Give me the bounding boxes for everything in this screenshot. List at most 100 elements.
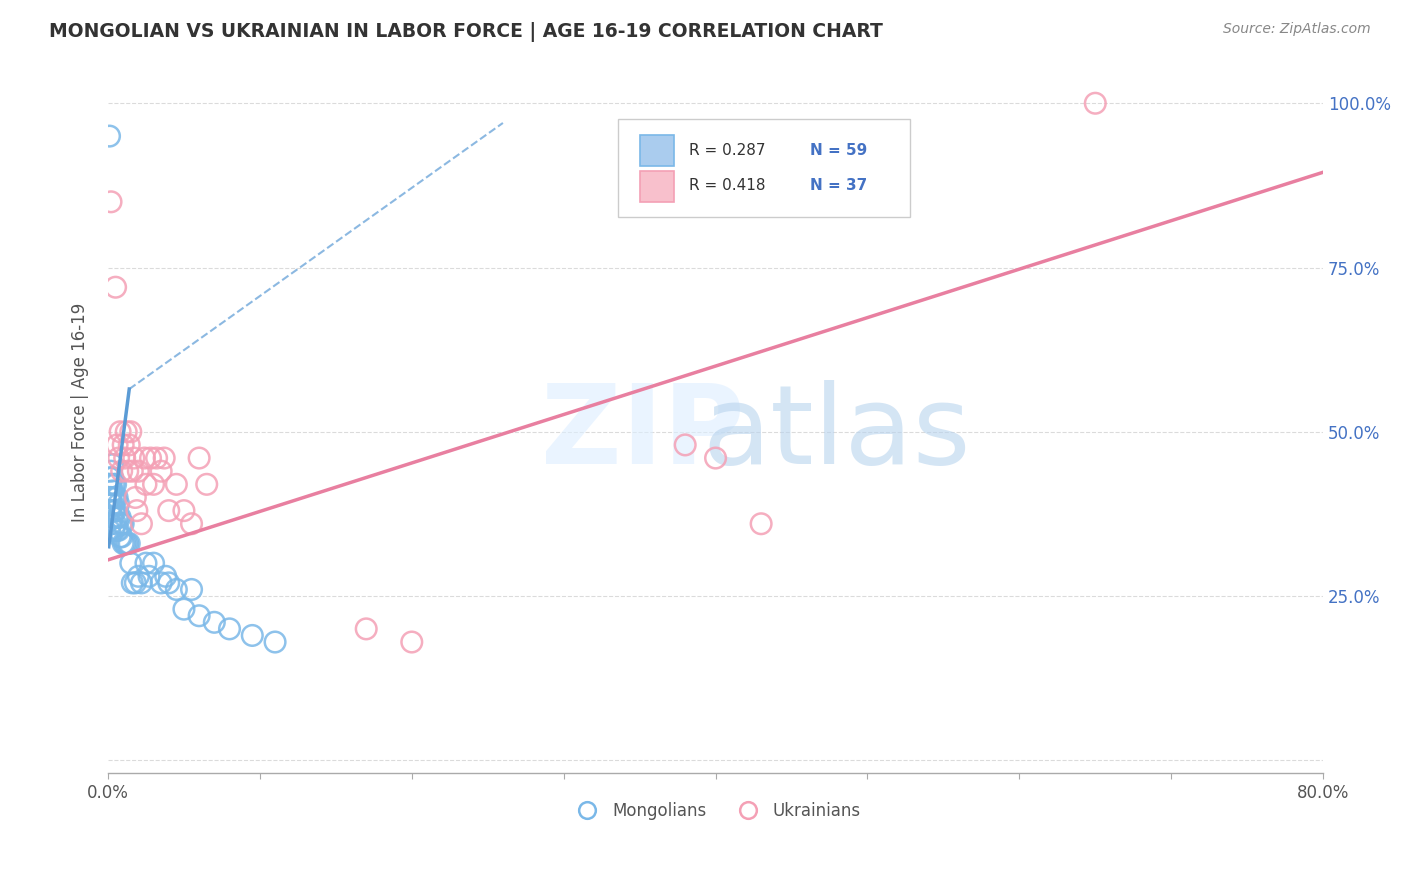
Point (120, 425, 142, 439)
Point (108, 530, 131, 544)
Point (101, 483, 124, 498)
Point (104, 491, 127, 505)
Point (127, 464, 149, 478)
Point (139, 451, 162, 466)
Point (165, 582, 187, 597)
Point (124, 491, 146, 505)
Point (98, 491, 121, 505)
Point (100, 491, 122, 505)
Text: R = 0.287: R = 0.287 (689, 143, 765, 158)
Point (104, 516, 127, 531)
Point (103, 477, 125, 491)
Point (173, 503, 195, 517)
Point (112, 536, 135, 550)
Point (112, 516, 135, 531)
Point (112, 438, 135, 452)
Point (98, 471, 121, 485)
Point (108, 425, 131, 439)
Point (157, 575, 180, 590)
Point (155, 569, 177, 583)
Point (118, 536, 141, 550)
Point (401, 635, 423, 649)
Point (122, 451, 145, 466)
Point (98, 524, 121, 538)
Text: N = 37: N = 37 (810, 178, 868, 194)
Point (121, 464, 143, 478)
Point (195, 477, 218, 491)
Point (131, 516, 153, 531)
Point (153, 451, 176, 466)
Point (104, 503, 127, 517)
Point (142, 556, 165, 570)
Point (118, 438, 141, 452)
Point (100, 477, 122, 491)
Point (111, 530, 134, 544)
Point (673, 438, 696, 452)
Point (103, 503, 125, 517)
Point (180, 582, 202, 597)
Point (180, 516, 202, 531)
Point (114, 536, 136, 550)
Point (100, 516, 122, 531)
Point (107, 497, 129, 511)
Point (105, 524, 128, 538)
Point (101, 497, 124, 511)
Point (105, 438, 128, 452)
Point (165, 477, 187, 491)
Point (100, 464, 122, 478)
Point (101, 510, 124, 524)
Point (135, 556, 157, 570)
Point (145, 451, 167, 466)
Point (131, 575, 153, 590)
Point (202, 615, 225, 630)
Point (111, 516, 134, 531)
Point (103, 524, 125, 538)
Point (150, 464, 173, 478)
Point (98, 503, 121, 517)
Point (240, 628, 263, 642)
Point (115, 536, 138, 550)
Point (101, 471, 124, 485)
Point (150, 575, 173, 590)
Point (188, 451, 211, 466)
Point (188, 608, 211, 623)
FancyBboxPatch shape (619, 120, 910, 217)
Point (100, 194, 122, 209)
Point (107, 451, 129, 466)
Point (103, 491, 125, 505)
Text: R = 0.418: R = 0.418 (689, 178, 765, 194)
Point (98, 477, 121, 491)
Point (107, 524, 129, 538)
Point (264, 635, 287, 649)
Point (354, 622, 377, 636)
Point (127, 569, 149, 583)
Point (104, 280, 127, 294)
Point (114, 451, 136, 466)
Y-axis label: In Labor Force | Age 16-19: In Labor Force | Age 16-19 (72, 302, 89, 522)
Point (104, 477, 127, 491)
Text: N = 59: N = 59 (810, 143, 868, 158)
Point (749, 516, 772, 531)
Text: MONGOLIAN VS UKRAINIAN IN LABOR FORCE | AGE 16-19 CORRELATION CHART: MONGOLIAN VS UKRAINIAN IN LABOR FORCE | … (49, 22, 883, 42)
Point (117, 464, 139, 478)
Text: atlas: atlas (703, 380, 972, 487)
Point (157, 503, 180, 517)
Point (117, 536, 139, 550)
Point (1084, 96, 1107, 111)
Point (135, 477, 157, 491)
Point (100, 503, 122, 517)
Bar (640, 136, 675, 166)
Point (704, 451, 727, 466)
Point (124, 575, 146, 590)
Point (134, 451, 156, 466)
Legend: Mongolians, Ukrainians: Mongolians, Ukrainians (564, 795, 868, 827)
Point (120, 556, 142, 570)
Point (115, 425, 138, 439)
Point (142, 477, 165, 491)
Point (125, 503, 148, 517)
Point (218, 622, 240, 636)
Point (105, 510, 128, 524)
Text: ZIP: ZIP (541, 380, 744, 487)
Text: Source: ZipAtlas.com: Source: ZipAtlas.com (1223, 22, 1371, 37)
Point (101, 458, 124, 472)
